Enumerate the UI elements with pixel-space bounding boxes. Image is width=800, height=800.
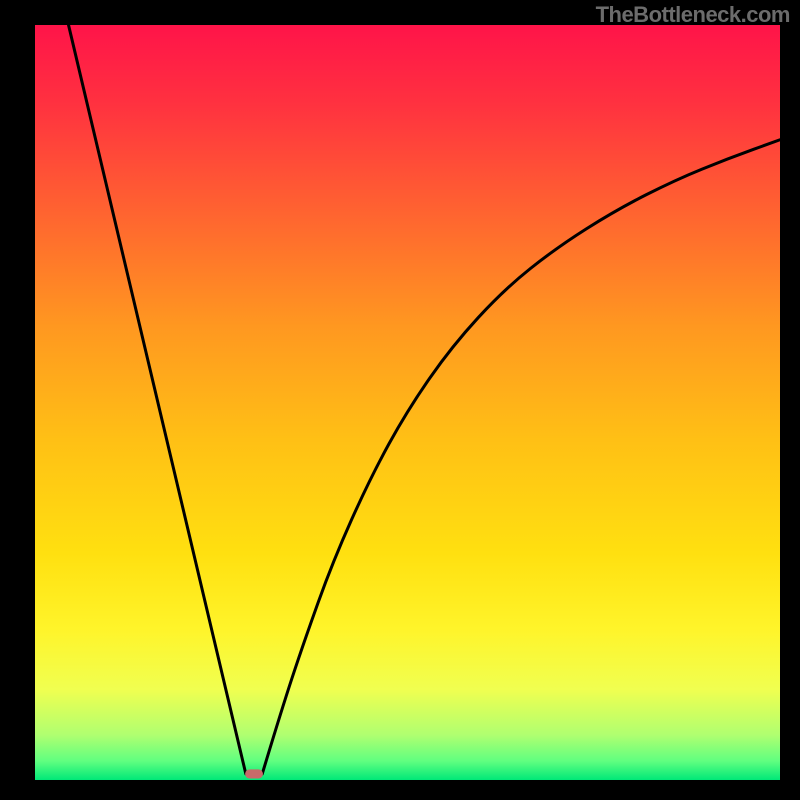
optimal-marker xyxy=(245,769,263,778)
plot-background xyxy=(35,25,780,780)
watermark-text: TheBottleneck.com xyxy=(596,2,790,28)
bottleneck-chart xyxy=(0,0,800,800)
chart-container: TheBottleneck.com xyxy=(0,0,800,800)
